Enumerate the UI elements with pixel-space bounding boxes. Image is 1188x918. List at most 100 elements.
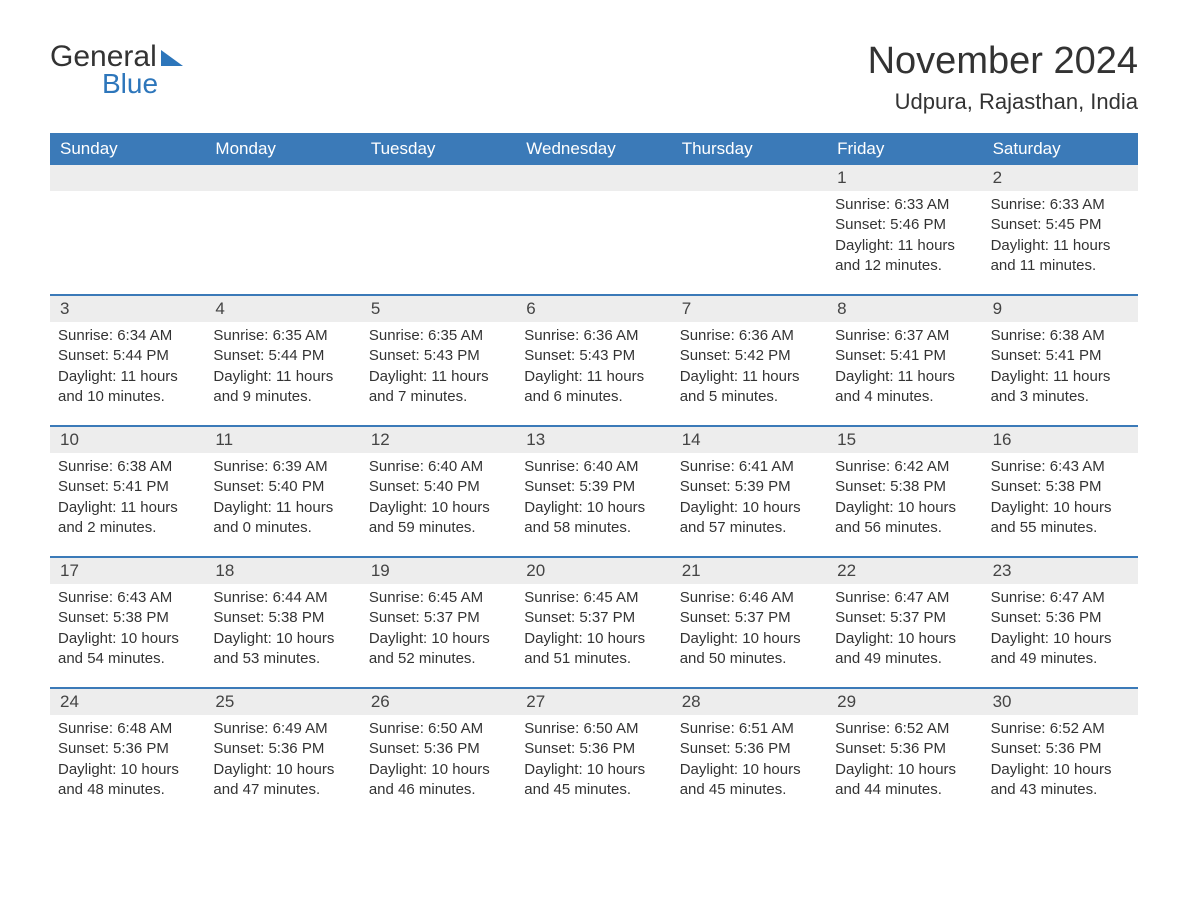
daylight-text-1: Daylight: 11 hours <box>524 367 663 387</box>
month-title: November 2024 <box>868 40 1138 83</box>
daylight-text-2: and 45 minutes. <box>524 780 663 800</box>
day-cell: Sunrise: 6:35 AMSunset: 5:43 PMDaylight:… <box>361 322 516 407</box>
daylight-text-2: and 7 minutes. <box>369 387 508 407</box>
sunrise-text: Sunrise: 6:49 AM <box>213 719 352 739</box>
daylight-text-1: Daylight: 10 hours <box>680 629 819 649</box>
day-number: 22 <box>827 558 982 584</box>
week-block: 3456789Sunrise: 6:34 AMSunset: 5:44 PMDa… <box>50 294 1138 407</box>
sunset-text: Sunset: 5:37 PM <box>369 608 508 628</box>
day-cell: Sunrise: 6:52 AMSunset: 5:36 PMDaylight:… <box>983 715 1138 800</box>
day-cell: Sunrise: 6:34 AMSunset: 5:44 PMDaylight:… <box>50 322 205 407</box>
details-row: Sunrise: 6:43 AMSunset: 5:38 PMDaylight:… <box>50 584 1138 669</box>
sunrise-text: Sunrise: 6:45 AM <box>524 588 663 608</box>
day-number: 8 <box>827 296 982 322</box>
daylight-text-1: Daylight: 10 hours <box>524 760 663 780</box>
daylight-text-1: Daylight: 11 hours <box>991 236 1130 256</box>
day-cell: Sunrise: 6:39 AMSunset: 5:40 PMDaylight:… <box>205 453 360 538</box>
day-cell: Sunrise: 6:50 AMSunset: 5:36 PMDaylight:… <box>516 715 671 800</box>
daylight-text-2: and 46 minutes. <box>369 780 508 800</box>
daylight-text-2: and 10 minutes. <box>58 387 197 407</box>
daylight-text-1: Daylight: 11 hours <box>369 367 508 387</box>
day-cell: Sunrise: 6:46 AMSunset: 5:37 PMDaylight:… <box>672 584 827 669</box>
sunrise-text: Sunrise: 6:45 AM <box>369 588 508 608</box>
day-number: 11 <box>205 427 360 453</box>
logo: General Blue <box>50 40 183 100</box>
daylight-text-2: and 45 minutes. <box>680 780 819 800</box>
daylight-text-1: Daylight: 11 hours <box>58 367 197 387</box>
sunrise-text: Sunrise: 6:40 AM <box>524 457 663 477</box>
daylight-text-1: Daylight: 10 hours <box>524 498 663 518</box>
sunrise-text: Sunrise: 6:36 AM <box>524 326 663 346</box>
sunset-text: Sunset: 5:41 PM <box>58 477 197 497</box>
day-number: 27 <box>516 689 671 715</box>
daylight-text-1: Daylight: 11 hours <box>835 236 974 256</box>
day-cell: Sunrise: 6:35 AMSunset: 5:44 PMDaylight:… <box>205 322 360 407</box>
col-thursday: Thursday <box>672 133 827 165</box>
title-block: November 2024 Udpura, Rajasthan, India <box>868 40 1138 115</box>
sunrise-text: Sunrise: 6:43 AM <box>58 588 197 608</box>
day-cell: Sunrise: 6:38 AMSunset: 5:41 PMDaylight:… <box>983 322 1138 407</box>
col-tuesday: Tuesday <box>361 133 516 165</box>
daylight-text-1: Daylight: 11 hours <box>213 367 352 387</box>
header: General Blue November 2024 Udpura, Rajas… <box>50 40 1138 115</box>
sunrise-text: Sunrise: 6:33 AM <box>835 195 974 215</box>
day-number: 26 <box>361 689 516 715</box>
day-number: 13 <box>516 427 671 453</box>
sunrise-text: Sunrise: 6:37 AM <box>835 326 974 346</box>
col-wednesday: Wednesday <box>516 133 671 165</box>
day-number: 1 <box>827 165 982 191</box>
sunset-text: Sunset: 5:38 PM <box>835 477 974 497</box>
day-cell: Sunrise: 6:36 AMSunset: 5:43 PMDaylight:… <box>516 322 671 407</box>
day-cell: Sunrise: 6:36 AMSunset: 5:42 PMDaylight:… <box>672 322 827 407</box>
daylight-text-1: Daylight: 10 hours <box>213 760 352 780</box>
day-number: 12 <box>361 427 516 453</box>
sunset-text: Sunset: 5:46 PM <box>835 215 974 235</box>
daylight-text-1: Daylight: 10 hours <box>680 760 819 780</box>
day-number-row: 12 <box>50 165 1138 191</box>
day-number: 17 <box>50 558 205 584</box>
sunset-text: Sunset: 5:37 PM <box>680 608 819 628</box>
daylight-text-2: and 49 minutes. <box>991 649 1130 669</box>
sunrise-text: Sunrise: 6:52 AM <box>835 719 974 739</box>
day-number: 10 <box>50 427 205 453</box>
day-number: 5 <box>361 296 516 322</box>
day-cell <box>50 191 205 276</box>
daylight-text-2: and 58 minutes. <box>524 518 663 538</box>
day-number <box>50 165 205 191</box>
day-cell <box>205 191 360 276</box>
day-cell: Sunrise: 6:41 AMSunset: 5:39 PMDaylight:… <box>672 453 827 538</box>
day-cell: Sunrise: 6:38 AMSunset: 5:41 PMDaylight:… <box>50 453 205 538</box>
sunset-text: Sunset: 5:37 PM <box>524 608 663 628</box>
day-cell: Sunrise: 6:52 AMSunset: 5:36 PMDaylight:… <box>827 715 982 800</box>
sunrise-text: Sunrise: 6:38 AM <box>58 457 197 477</box>
daylight-text-1: Daylight: 11 hours <box>835 367 974 387</box>
day-number: 19 <box>361 558 516 584</box>
col-saturday: Saturday <box>983 133 1138 165</box>
sunrise-text: Sunrise: 6:50 AM <box>369 719 508 739</box>
daylight-text-1: Daylight: 10 hours <box>835 498 974 518</box>
sunset-text: Sunset: 5:36 PM <box>213 739 352 759</box>
daylight-text-1: Daylight: 10 hours <box>58 629 197 649</box>
sunrise-text: Sunrise: 6:47 AM <box>991 588 1130 608</box>
day-number: 7 <box>672 296 827 322</box>
details-row: Sunrise: 6:33 AMSunset: 5:46 PMDaylight:… <box>50 191 1138 276</box>
day-number: 23 <box>983 558 1138 584</box>
sunset-text: Sunset: 5:39 PM <box>524 477 663 497</box>
sunrise-text: Sunrise: 6:46 AM <box>680 588 819 608</box>
day-number: 24 <box>50 689 205 715</box>
daylight-text-1: Daylight: 10 hours <box>991 760 1130 780</box>
sunrise-text: Sunrise: 6:52 AM <box>991 719 1130 739</box>
daylight-text-2: and 5 minutes. <box>680 387 819 407</box>
daylight-text-1: Daylight: 10 hours <box>369 498 508 518</box>
sunrise-text: Sunrise: 6:34 AM <box>58 326 197 346</box>
daylight-text-2: and 11 minutes. <box>991 256 1130 276</box>
sunrise-text: Sunrise: 6:35 AM <box>369 326 508 346</box>
day-number: 4 <box>205 296 360 322</box>
day-number: 29 <box>827 689 982 715</box>
day-cell: Sunrise: 6:44 AMSunset: 5:38 PMDaylight:… <box>205 584 360 669</box>
daylight-text-1: Daylight: 11 hours <box>680 367 819 387</box>
day-number: 20 <box>516 558 671 584</box>
sunrise-text: Sunrise: 6:50 AM <box>524 719 663 739</box>
daylight-text-2: and 54 minutes. <box>58 649 197 669</box>
daylight-text-2: and 9 minutes. <box>213 387 352 407</box>
